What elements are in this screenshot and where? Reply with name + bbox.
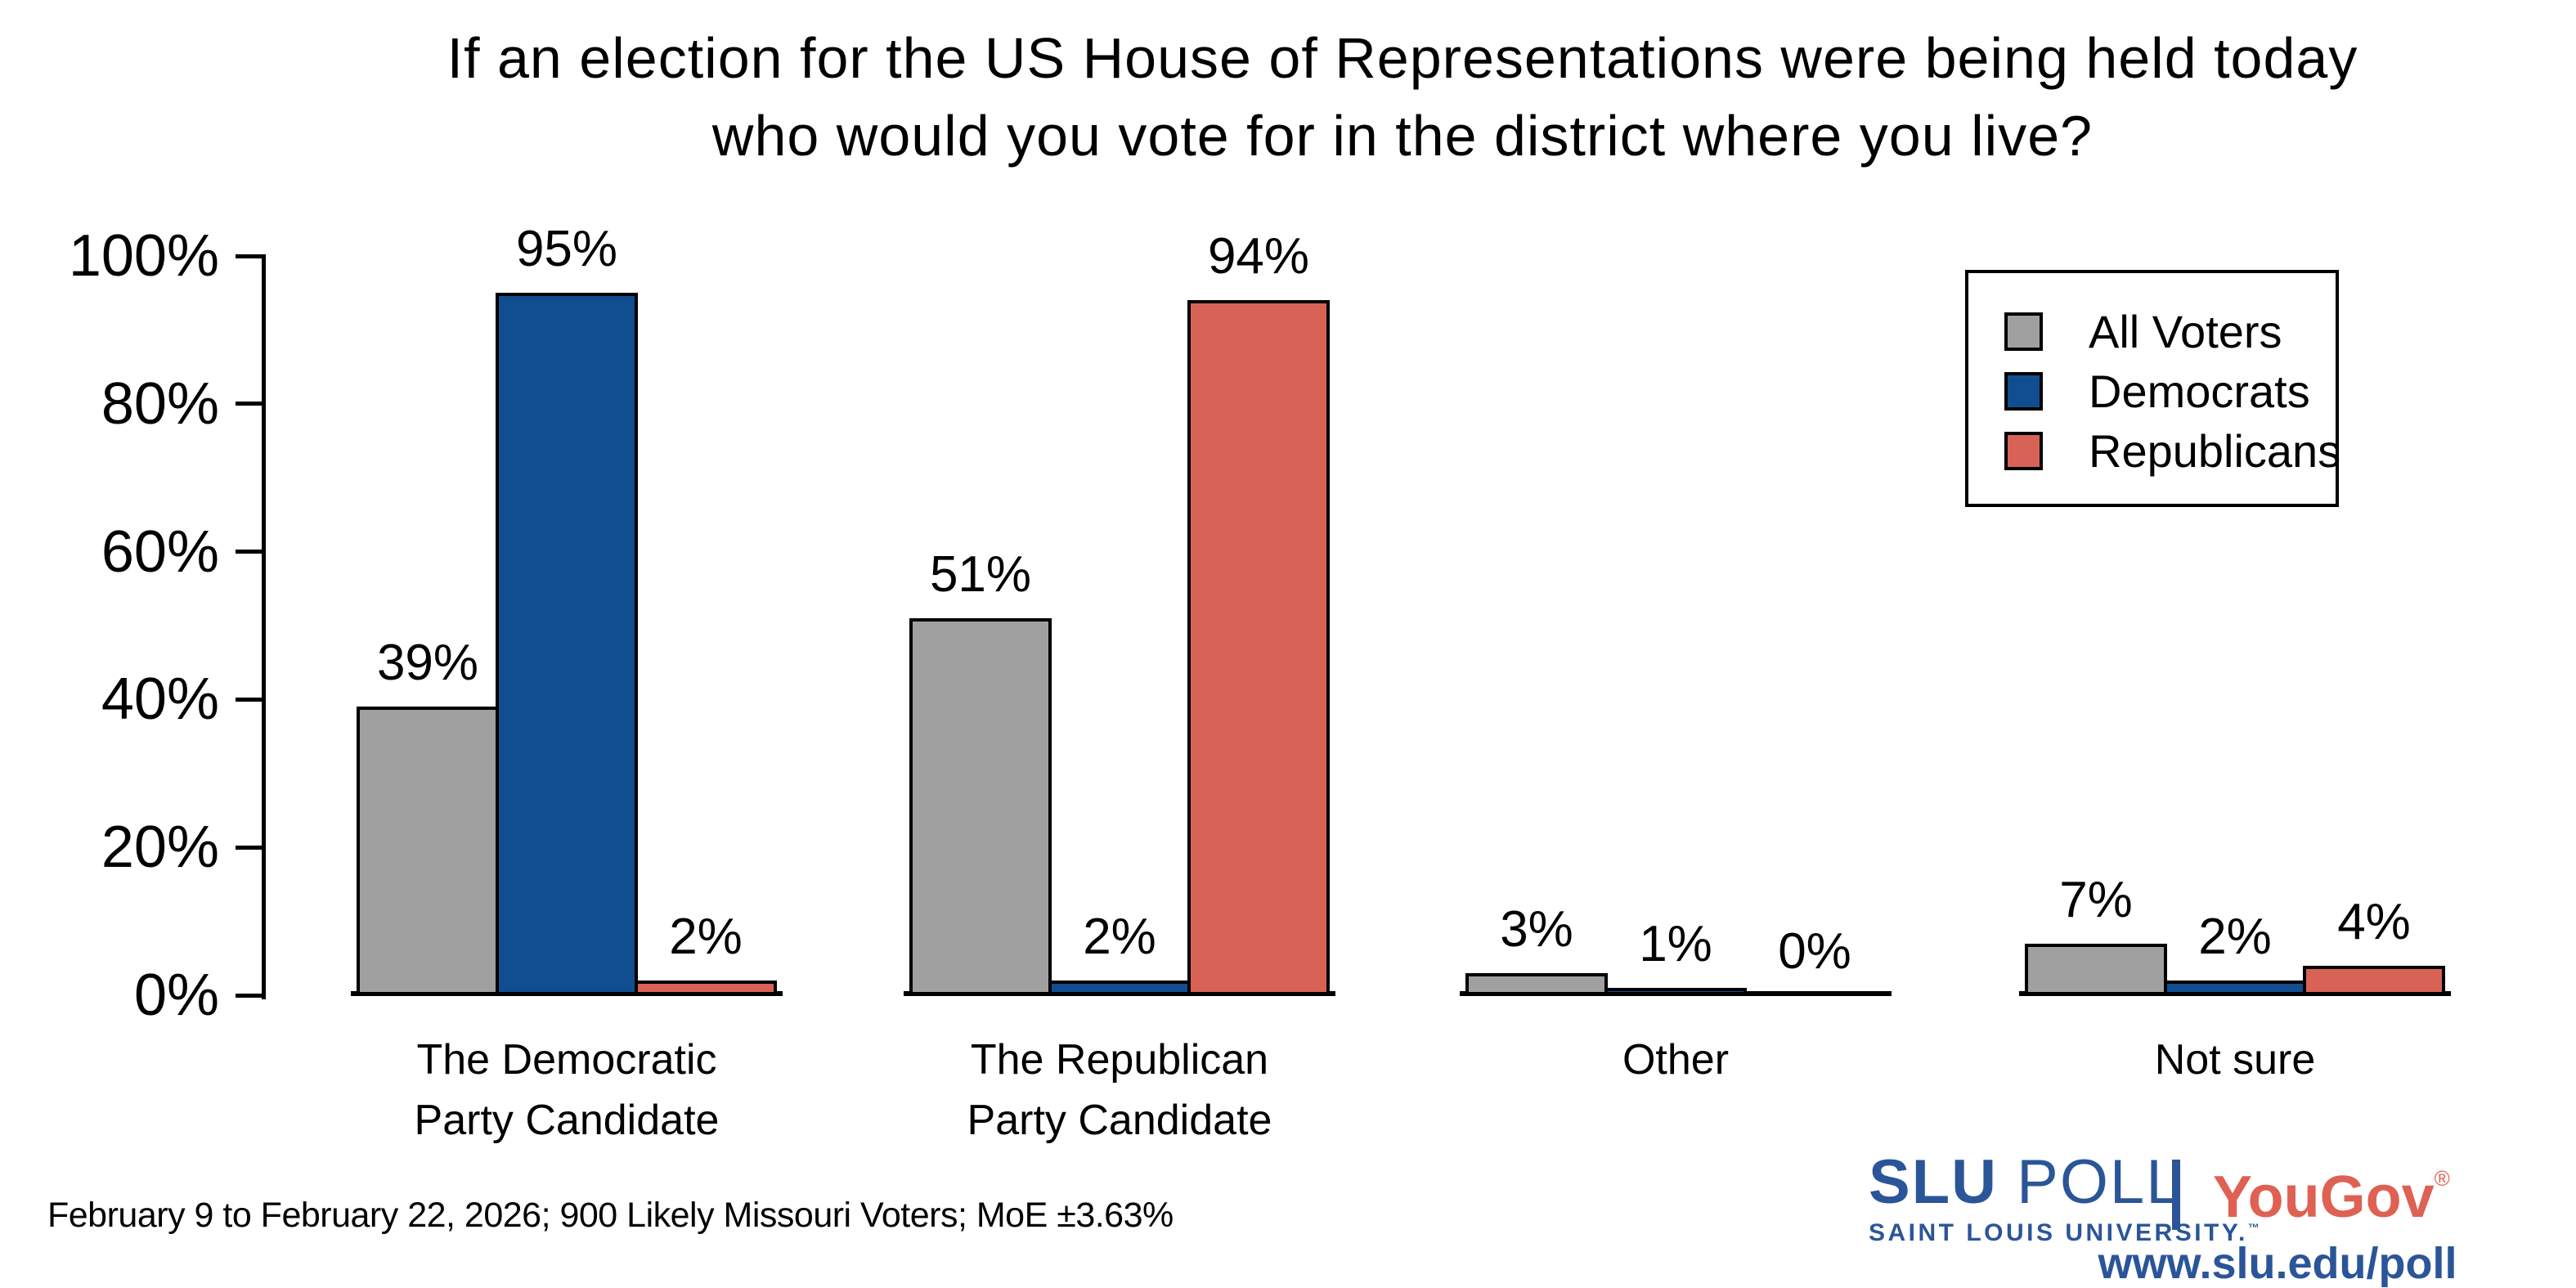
y-tick-label: 60% — [101, 519, 219, 585]
bar-democrats — [1048, 981, 1191, 995]
legend-label-democrats: Democrats — [2089, 366, 2310, 417]
y-axis-tick — [236, 846, 266, 850]
chart-title-line2: who would you vote for in the district w… — [711, 104, 2094, 168]
bar-republicans — [635, 981, 777, 995]
bar-democrats — [1604, 988, 1747, 995]
category-label-line: The Republican — [970, 1036, 1269, 1084]
bar-all-voters — [909, 618, 1052, 995]
bar-democrats — [2164, 981, 2306, 995]
category-label-line: Not sure — [2154, 1036, 2316, 1084]
y-axis-tick — [236, 698, 266, 702]
bar-value-label: 1% — [1639, 916, 1712, 972]
y-tick-label: 40% — [101, 666, 219, 732]
bar-value-label: 0% — [1778, 923, 1851, 980]
category-label-line: Party Candidate — [967, 1097, 1272, 1144]
bar-value-label: 4% — [2337, 894, 2411, 950]
y-tick-label: 80% — [101, 371, 219, 437]
footnote: February 9 to February 22, 2026; 900 Lik… — [47, 1196, 1174, 1235]
y-axis-tick — [236, 402, 266, 406]
legend-item-republicans: Republicans — [2004, 425, 2340, 477]
bar-value-label: 51% — [929, 546, 1032, 603]
y-axis-tick — [236, 994, 266, 998]
legend-label-all-voters: All Voters — [2089, 306, 2282, 357]
legend: All Voters Democrats Republicans — [1965, 270, 2340, 507]
bar-republicans — [1187, 300, 1330, 995]
bar-republicans — [2303, 966, 2445, 995]
bar-value-label: 2% — [669, 909, 743, 965]
bar-all-voters — [1465, 973, 1608, 995]
bar-value-label: 94% — [1207, 228, 1310, 285]
category-label-line: The Democratic — [416, 1036, 717, 1084]
bar-value-label: 2% — [2198, 909, 2272, 965]
bar-value-label: 7% — [2059, 872, 2133, 928]
category-label: Other — [1384, 1030, 1968, 1090]
bar-value-label: 3% — [1500, 901, 1573, 958]
legend-item-democrats: Democrats — [2004, 366, 2336, 417]
legend-item-all-voters: All Voters — [2004, 306, 2336, 357]
category-label: Not sure — [1943, 1030, 2527, 1090]
chart-title: If an election for the US House of Repre… — [229, 20, 2576, 175]
bar-all-voters — [357, 707, 499, 995]
bar-value-label: 39% — [376, 635, 479, 691]
legend-swatch-all-voters — [2004, 312, 2043, 351]
y-tick-label: 100% — [68, 223, 219, 289]
y-tick-label: 20% — [101, 815, 219, 880]
category-label-line: Other — [1622, 1036, 1730, 1084]
category-label: The Republican Party Candidate — [828, 1030, 1411, 1151]
y-axis-tick — [236, 550, 266, 554]
y-axis-line — [262, 256, 266, 999]
legend-swatch-republicans — [2004, 432, 2043, 470]
category-label-line: Party Candidate — [414, 1097, 720, 1144]
legend-label-republicans: Republicans — [2089, 425, 2341, 477]
category-label: The Democratic Party Candidate — [275, 1030, 859, 1151]
bar-all-voters — [2025, 944, 2167, 995]
bar-value-label: 2% — [1083, 909, 1156, 965]
chart-title-line1: If an election for the US House of Repre… — [447, 26, 2358, 90]
y-axis-tick — [236, 254, 266, 258]
bar-value-label: 95% — [515, 221, 618, 277]
y-tick-label: 0% — [133, 963, 219, 1028]
bar-democrats — [496, 293, 638, 995]
legend-swatch-democrats — [2004, 372, 2043, 411]
